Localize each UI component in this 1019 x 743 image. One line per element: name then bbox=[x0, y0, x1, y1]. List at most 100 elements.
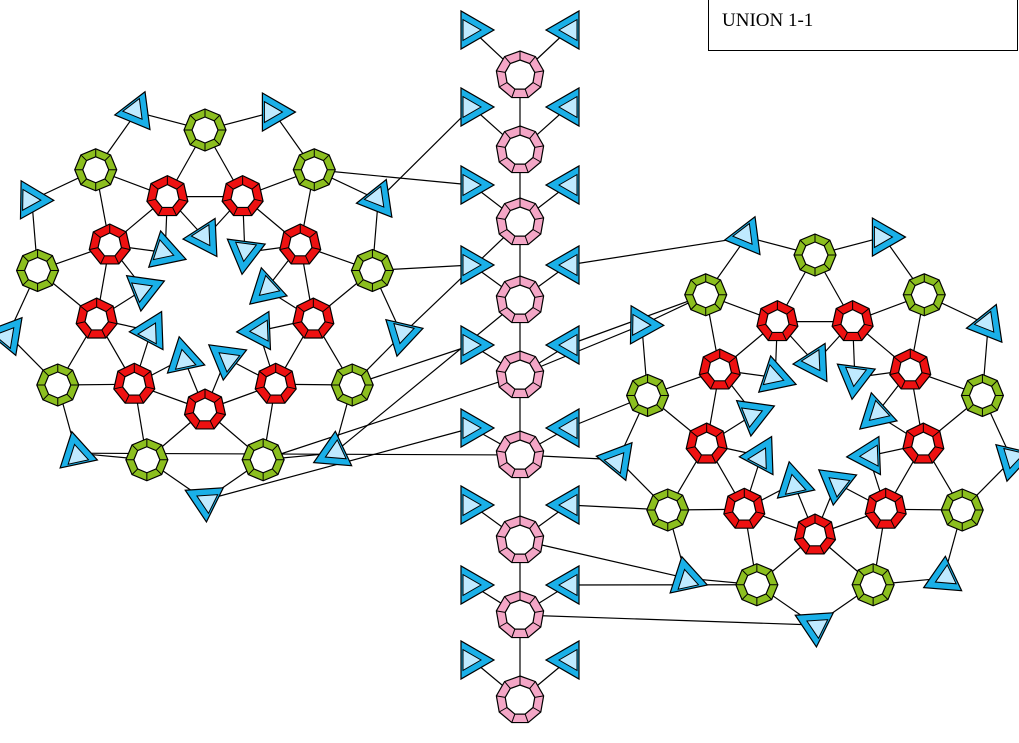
ring-spoke bbox=[511, 163, 516, 173]
ring-spoke bbox=[155, 444, 163, 451]
ring-spoke bbox=[913, 454, 919, 464]
ring-spoke bbox=[209, 420, 215, 430]
ring-spoke bbox=[189, 138, 197, 146]
ring-spoke bbox=[805, 545, 811, 555]
ring-spoke bbox=[532, 547, 542, 553]
ring-spoke bbox=[900, 380, 906, 390]
ring-spoke bbox=[532, 307, 542, 313]
triangle-inner bbox=[462, 648, 482, 672]
ring-spoke bbox=[835, 308, 844, 315]
ring-spoke bbox=[529, 56, 536, 64]
triangle-inner bbox=[196, 494, 219, 515]
ring-spoke bbox=[529, 356, 536, 364]
ring-spoke bbox=[222, 198, 232, 202]
ring-spoke bbox=[909, 279, 916, 286]
triangle-inner bbox=[806, 619, 829, 640]
ring-spoke bbox=[710, 380, 715, 390]
triangle-inner bbox=[557, 416, 578, 440]
ring-spoke bbox=[656, 404, 663, 411]
ring-spoke bbox=[532, 82, 542, 88]
ring-spoke bbox=[971, 518, 978, 526]
ring-hole bbox=[249, 446, 277, 474]
ring-spoke bbox=[108, 321, 118, 325]
ring-spoke bbox=[66, 393, 73, 401]
ring-hole bbox=[504, 439, 536, 470]
ring-spoke bbox=[534, 217, 544, 220]
ring-spoke bbox=[266, 394, 271, 404]
ring-spoke bbox=[143, 370, 152, 378]
triangle-inner bbox=[0, 327, 15, 350]
triangle-inner bbox=[462, 416, 483, 440]
ring-spoke bbox=[496, 145, 506, 148]
triangle-inner bbox=[746, 447, 767, 470]
ring-hole bbox=[910, 281, 938, 309]
ring-spoke bbox=[971, 494, 978, 502]
ring-spoke bbox=[511, 235, 516, 245]
ring-hole bbox=[287, 232, 313, 257]
ring-spoke bbox=[934, 446, 944, 450]
triangle-inner bbox=[258, 274, 281, 296]
triangle-inner bbox=[67, 443, 90, 465]
connector bbox=[352, 344, 473, 386]
ring-spoke bbox=[864, 323, 874, 327]
ring-hole bbox=[504, 684, 536, 715]
ring-spoke bbox=[765, 593, 773, 600]
ring-spoke bbox=[967, 380, 974, 387]
ring-spoke bbox=[868, 495, 877, 503]
ring-spoke bbox=[876, 519, 881, 529]
ring-spoke bbox=[524, 235, 529, 245]
ring-spoke bbox=[279, 247, 289, 251]
ring-spoke bbox=[524, 388, 529, 398]
triangle-inner bbox=[784, 473, 807, 495]
ring-spoke bbox=[511, 388, 516, 398]
ring-spoke bbox=[139, 394, 144, 404]
ring-spoke bbox=[93, 231, 101, 238]
ring-spoke bbox=[897, 511, 907, 515]
triangle-inner bbox=[130, 282, 154, 304]
ring-spoke bbox=[178, 198, 188, 202]
ring-spoke bbox=[823, 239, 831, 247]
triangle-inner bbox=[844, 366, 868, 388]
ring-spoke bbox=[213, 114, 221, 122]
triangle-inner bbox=[22, 188, 42, 212]
connector bbox=[519, 539, 687, 579]
triangle-inner bbox=[1003, 447, 1019, 470]
ring-spoke bbox=[42, 369, 49, 377]
ring-spoke bbox=[890, 519, 896, 529]
ring-spoke bbox=[292, 321, 302, 325]
triangle-inner bbox=[800, 348, 821, 372]
ring-spoke bbox=[843, 332, 848, 341]
ring-hole bbox=[504, 359, 536, 390]
ring-spoke bbox=[299, 178, 306, 185]
ring-spoke bbox=[233, 207, 238, 216]
ring-spoke bbox=[824, 521, 832, 528]
ring-spoke bbox=[323, 154, 330, 161]
ring-spoke bbox=[524, 313, 529, 323]
ring-spoke bbox=[498, 622, 508, 628]
ring-spoke bbox=[46, 279, 53, 286]
ring-spoke bbox=[323, 178, 330, 185]
ring-spoke bbox=[258, 370, 267, 378]
ring-spoke bbox=[511, 88, 516, 98]
ring-spoke bbox=[919, 356, 927, 363]
ring-spoke bbox=[498, 229, 508, 235]
ring-spoke bbox=[280, 394, 286, 404]
ring-spoke bbox=[496, 217, 506, 220]
triangle-inner bbox=[218, 352, 241, 373]
ring-spoke bbox=[524, 713, 529, 723]
ring-hole bbox=[504, 284, 536, 315]
triangle-inner bbox=[828, 477, 851, 498]
ring-spoke bbox=[79, 305, 88, 313]
ring-spoke bbox=[271, 468, 279, 475]
ring-spoke bbox=[496, 370, 506, 373]
ring-spoke bbox=[529, 681, 536, 689]
ring-spoke bbox=[794, 537, 804, 541]
ring-spoke bbox=[529, 281, 536, 289]
ring-hole bbox=[82, 156, 110, 184]
ring-spoke bbox=[788, 323, 798, 327]
ring-spoke bbox=[504, 56, 511, 64]
ring-spoke bbox=[104, 178, 111, 185]
ring-hole bbox=[504, 59, 536, 90]
triangle-inner bbox=[973, 310, 995, 333]
ring-spoke bbox=[902, 446, 912, 450]
